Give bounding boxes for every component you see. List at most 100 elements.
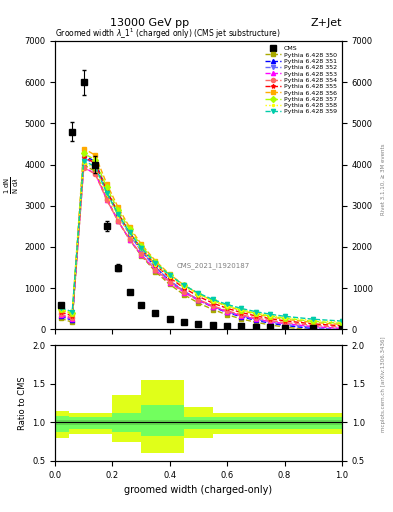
CMS (104, 223, 109, 229)
X-axis label: groomed width (charged-only): groomed width (charged-only) (125, 485, 272, 495)
Text: Groomed width $\lambda\_1^1$ (charged only) (CMS jet substructure): Groomed width $\lambda\_1^1$ (charged on… (55, 27, 281, 41)
Pythia 6.428 350 (225, 312, 230, 318)
Pythia 6.428 358 (239, 307, 244, 313)
Pythia 6.428 355 (340, 323, 344, 329)
Pythia 6.428 354 (153, 267, 158, 273)
Pythia 6.428 356 (127, 224, 132, 230)
Pythia 6.428 359 (153, 260, 158, 266)
CMS (153, 310, 158, 316)
Pythia 6.428 351 (59, 313, 63, 319)
Pythia 6.428 358 (153, 262, 158, 268)
CMS (167, 316, 172, 322)
Pythia 6.428 354 (196, 296, 201, 303)
CMS (282, 325, 287, 331)
Pythia 6.428 359 (139, 245, 143, 251)
Pythia 6.428 351 (282, 323, 287, 329)
Pythia 6.428 356 (70, 311, 75, 317)
Pythia 6.428 357 (127, 226, 132, 232)
Pythia 6.428 357 (153, 259, 158, 265)
Pythia 6.428 356 (253, 311, 258, 317)
Pythia 6.428 352 (153, 264, 158, 270)
Pythia 6.428 356 (182, 282, 187, 288)
Pythia 6.428 352 (311, 325, 316, 331)
Pythia 6.428 355 (167, 274, 172, 281)
Pythia 6.428 350 (268, 322, 273, 328)
Text: Z+Jet: Z+Jet (310, 18, 342, 28)
Pythia 6.428 358 (167, 274, 172, 280)
Pythia 6.428 355 (253, 313, 258, 319)
Pythia 6.428 350 (167, 282, 172, 288)
Pythia 6.428 356 (196, 291, 201, 297)
Pythia 6.428 353 (127, 237, 132, 243)
Line: Pythia 6.428 351: Pythia 6.428 351 (59, 153, 344, 333)
Pythia 6.428 350 (153, 269, 158, 275)
Pythia 6.428 352 (59, 312, 63, 318)
Pythia 6.428 352 (167, 278, 172, 284)
Pythia 6.428 352 (239, 313, 244, 319)
Pythia 6.428 352 (196, 296, 201, 303)
Pythia 6.428 351 (93, 159, 97, 165)
Pythia 6.428 355 (282, 318, 287, 324)
Pythia 6.428 354 (116, 218, 121, 224)
CMS (70, 129, 75, 135)
Text: CMS_2021_I1920187: CMS_2021_I1920187 (176, 263, 250, 269)
CMS (59, 302, 63, 308)
Pythia 6.428 350 (104, 195, 109, 201)
Pythia 6.428 352 (268, 319, 273, 325)
Pythia 6.428 357 (311, 318, 316, 325)
Line: CMS: CMS (58, 79, 345, 331)
Pythia 6.428 357 (239, 307, 244, 313)
Pythia 6.428 358 (70, 310, 75, 316)
Pythia 6.428 355 (116, 210, 121, 217)
Pythia 6.428 354 (239, 312, 244, 318)
Pythia 6.428 351 (139, 247, 143, 253)
Pythia 6.428 356 (268, 314, 273, 320)
Pythia 6.428 356 (59, 307, 63, 313)
Pythia 6.428 353 (225, 309, 230, 315)
Pythia 6.428 350 (253, 319, 258, 325)
Pythia 6.428 359 (93, 163, 97, 169)
Pythia 6.428 357 (225, 303, 230, 309)
Pythia 6.428 350 (139, 252, 143, 259)
Pythia 6.428 353 (282, 321, 287, 327)
Pythia 6.428 357 (93, 157, 97, 163)
Legend: CMS, Pythia 6.428 350, Pythia 6.428 351, Pythia 6.428 352, Pythia 6.428 353, Pyt: CMS, Pythia 6.428 350, Pythia 6.428 351,… (263, 44, 339, 116)
Pythia 6.428 352 (70, 316, 75, 323)
Pythia 6.428 353 (239, 313, 244, 319)
Pythia 6.428 354 (211, 303, 215, 309)
Pythia 6.428 356 (211, 297, 215, 304)
Pythia 6.428 356 (139, 241, 143, 247)
Pythia 6.428 352 (182, 288, 187, 294)
Pythia 6.428 353 (268, 318, 273, 325)
CMS (268, 325, 273, 331)
Pythia 6.428 350 (282, 324, 287, 330)
Pythia 6.428 354 (70, 315, 75, 321)
Pythia 6.428 357 (182, 282, 187, 288)
Pythia 6.428 359 (282, 313, 287, 319)
Pythia 6.428 358 (225, 303, 230, 309)
Pythia 6.428 351 (70, 317, 75, 324)
Pythia 6.428 352 (253, 316, 258, 323)
Pythia 6.428 353 (340, 326, 344, 332)
Pythia 6.428 357 (196, 291, 201, 297)
Pythia 6.428 353 (104, 197, 109, 203)
Pythia 6.428 351 (340, 328, 344, 334)
Pythia 6.428 352 (116, 212, 121, 218)
Pythia 6.428 359 (253, 309, 258, 315)
Line: Pythia 6.428 358: Pythia 6.428 358 (59, 160, 344, 325)
Pythia 6.428 356 (225, 303, 230, 309)
Pythia 6.428 356 (239, 308, 244, 314)
Pythia 6.428 354 (253, 315, 258, 321)
Pythia 6.428 355 (225, 305, 230, 311)
Pythia 6.428 354 (311, 323, 316, 329)
Pythia 6.428 357 (268, 313, 273, 319)
Pythia 6.428 356 (167, 271, 172, 278)
Line: Pythia 6.428 352: Pythia 6.428 352 (59, 156, 344, 332)
Pythia 6.428 358 (104, 191, 109, 198)
Pythia 6.428 350 (81, 162, 86, 168)
CMS (196, 321, 201, 327)
CMS (311, 325, 316, 331)
Pythia 6.428 350 (116, 218, 121, 224)
Pythia 6.428 359 (225, 302, 230, 308)
Line: Pythia 6.428 350: Pythia 6.428 350 (59, 163, 344, 334)
